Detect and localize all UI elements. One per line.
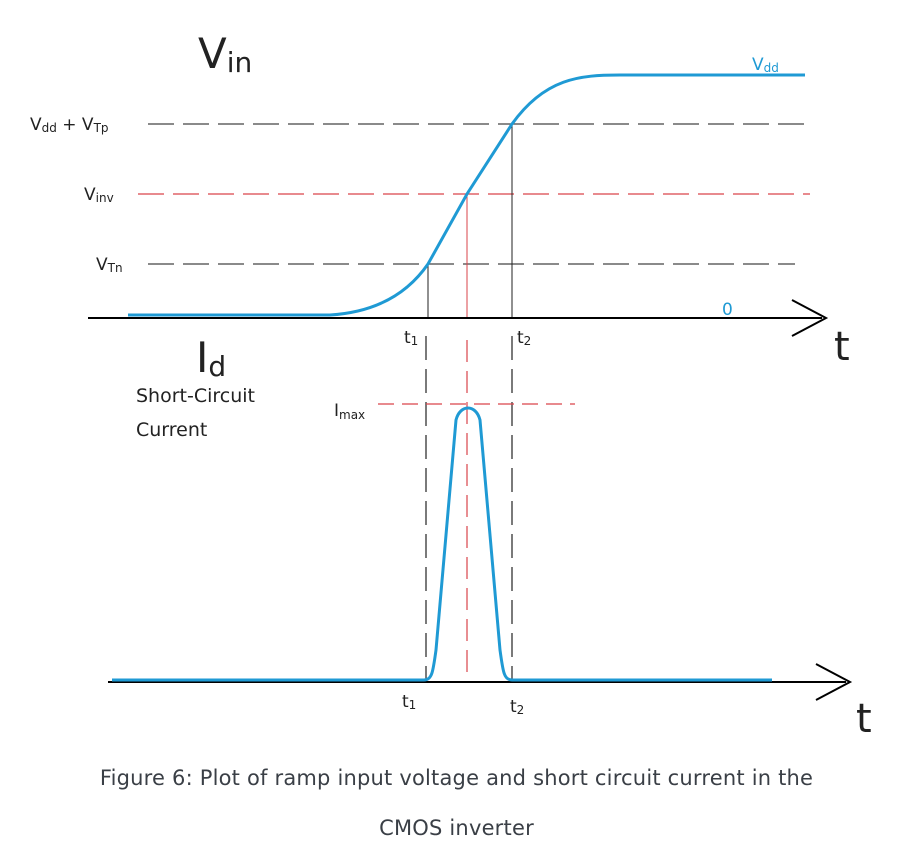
short-circuit-label-line2: Current bbox=[136, 419, 207, 441]
vinv-label: Vinv bbox=[84, 185, 114, 205]
id-pulse-curve bbox=[112, 406, 772, 682]
vin-axis-title: Vin bbox=[198, 29, 252, 79]
cmos-inverter-diagram: Vin Vdd + VTp Vinv VTn Vdd 0 t1 t2 t Id … bbox=[30, 29, 872, 742]
vdd-curve-label: Vdd bbox=[752, 55, 779, 75]
zero-label: 0 bbox=[722, 300, 733, 320]
short-circuit-label-line1: Short-Circuit bbox=[136, 385, 255, 407]
top-x-axis-arrow bbox=[791, 299, 829, 337]
imax-label: Imax bbox=[334, 401, 365, 422]
bottom-t1-label: t1 bbox=[402, 692, 416, 712]
top-t2-label: t2 bbox=[517, 328, 531, 348]
vin-curve bbox=[128, 73, 805, 317]
top-t-axis-label: t bbox=[834, 324, 850, 370]
vdd-vtp-label: Vdd + VTp bbox=[30, 115, 109, 135]
top-t1-label: t1 bbox=[404, 328, 418, 348]
id-axis-title: Id bbox=[196, 333, 226, 383]
bottom-x-axis-arrow bbox=[815, 663, 853, 701]
vtn-label: VTn bbox=[96, 255, 123, 275]
bottom-t-axis-label: t bbox=[856, 696, 872, 742]
bottom-t2-label: t2 bbox=[510, 697, 524, 717]
figure-caption-line1: Figure 6: Plot of ramp input voltage and… bbox=[99, 766, 814, 790]
figure-caption-line2: CMOS inverter bbox=[379, 816, 534, 840]
